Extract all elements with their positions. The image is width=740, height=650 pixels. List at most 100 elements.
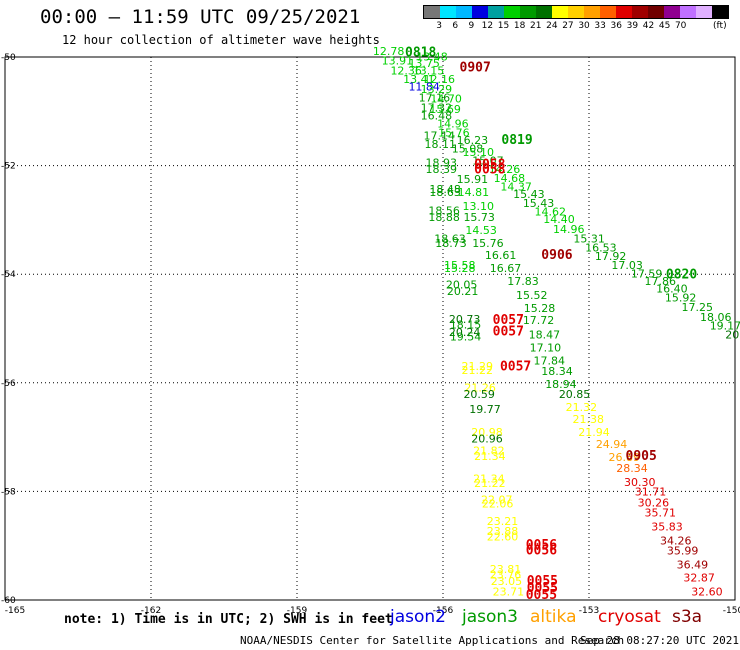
swh-value: 13.91 — [382, 55, 414, 68]
scale-label: 12 — [481, 21, 494, 31]
swh-value: 26.89 — [608, 451, 640, 464]
swh-value: 16.67 — [490, 262, 521, 275]
lat-lon-grid — [4, 56, 736, 601]
scale-swatch — [552, 6, 568, 18]
lat-tick-label: -50 — [1, 53, 16, 63]
swh-value: 18.06 — [700, 311, 732, 324]
pass-time: 0057 — [493, 325, 524, 340]
swh-value: 14.68 — [494, 172, 526, 185]
scale-swatch — [616, 6, 632, 18]
latitude-tick-labels: -50 -52 -54 -56 -58 -60 — [1, 53, 16, 606]
swh-value: 21.34 — [473, 473, 505, 486]
scale-swatch — [664, 6, 680, 18]
lon-tick-label: -165 — [5, 606, 25, 616]
swh-value: 30.30 — [624, 476, 656, 489]
swh-value: 15.07 — [472, 155, 504, 168]
swh-value: 16.48 — [421, 109, 453, 122]
footnote: note: 1) Time is in UTC; 2) SWH is in fe… — [64, 612, 393, 627]
pass-time: 0819 — [501, 133, 532, 148]
swh-value: 13.48 — [416, 50, 448, 63]
swh-value: 35.83 — [651, 520, 683, 533]
pass-time: 0058 — [474, 163, 505, 178]
swh-value: 17.10 — [530, 341, 562, 354]
swh-value: 15.31 — [573, 233, 605, 246]
swh-value: 14.40 — [543, 213, 575, 226]
swh-value: 15.69 — [429, 103, 461, 116]
swh-value: 20.38 — [725, 328, 740, 341]
swh-value: 16.40 — [656, 283, 688, 296]
swh-value: 15.58 — [444, 259, 476, 272]
swh-value: 24.94 — [596, 438, 628, 451]
swh-value: 34.26 — [660, 535, 692, 548]
swh-value: 32.60 — [691, 586, 723, 599]
swh-value: 21.26 — [464, 381, 496, 394]
color-scale-swatches — [423, 5, 729, 19]
swh-value: 18.88 — [428, 211, 460, 224]
swh-value: 22.60 — [487, 530, 519, 543]
swh-value: 21.82 — [473, 444, 505, 457]
scale-swatch — [504, 6, 520, 18]
swh-value: 21.22 — [461, 364, 493, 377]
swh-value: 20.85 — [559, 388, 591, 401]
swh-value: 13.15 — [413, 64, 445, 77]
swh-value: 18.93 — [425, 157, 457, 170]
swh-value: 31.71 — [635, 486, 667, 499]
scale-swatch — [424, 6, 440, 18]
swh-value: 20.73 — [449, 313, 481, 326]
swh-value: 23.21 — [487, 515, 519, 528]
scale-swatch — [488, 6, 504, 18]
scale-swatch — [712, 6, 728, 18]
pass-time: 0055 — [526, 588, 557, 603]
legend-cryosat: cryosat — [598, 607, 661, 627]
scale-swatch — [536, 6, 552, 18]
swh-value: 18.15 — [450, 319, 482, 332]
swh-value: 17.25 — [681, 301, 713, 314]
swh-value: 15.91 — [457, 173, 489, 186]
swh-value: 17.16 — [419, 92, 451, 105]
swh-value: 30.26 — [638, 497, 670, 510]
swh-value: 18.63 — [434, 233, 466, 246]
legend-altika: altika — [530, 607, 577, 627]
lat-tick-label: -58 — [1, 487, 16, 497]
swh-value: 17.03 — [611, 259, 643, 272]
swh-value: 23.81 — [490, 563, 521, 576]
lon-tick-label: -153 — [579, 606, 599, 616]
scale-label: 15 — [497, 21, 510, 31]
scale-label: (ft) — [713, 21, 727, 31]
swh-value-labels: 12.78 13.4813.9113.7512.3613.1513.4112.16… — [373, 45, 740, 599]
scale-label: 42 — [642, 21, 655, 31]
pass-time: 0818 — [405, 45, 436, 60]
swh-value: 16.61 — [485, 249, 517, 262]
scale-swatch — [520, 6, 536, 18]
swh-value: 14.96 — [437, 118, 469, 131]
swh-value: 35.71 — [644, 506, 676, 519]
swh-value: 15.43 — [513, 188, 545, 201]
swh-value: 35.99 — [667, 544, 699, 557]
scale-swatch — [472, 6, 488, 18]
scale-label: 45 — [658, 21, 671, 31]
swh-value: 21.94 — [578, 426, 610, 439]
legend-s3a: s3a — [672, 607, 703, 627]
swh-value: 36.49 — [677, 559, 709, 572]
swh-value: 17.86 — [644, 275, 676, 288]
swh-value: 17.83 — [507, 275, 539, 288]
pass-time: 0057 — [500, 359, 531, 374]
legend-jason3: jason3 — [462, 607, 518, 627]
swh-value: 15.10 — [462, 146, 494, 159]
swh-value: 15.76 — [438, 126, 470, 139]
swh-value: 14.70 — [430, 93, 462, 106]
swh-value: 18.11 — [425, 138, 457, 151]
pass-time: 0905 — [626, 449, 657, 464]
swh-value: 23.71 — [493, 586, 525, 599]
swh-value: 15.08 — [452, 143, 484, 156]
longitude-tick-labels: -165 -162 -159 -156 -153 -150 — [5, 606, 740, 616]
swh-value: 12.78 — [373, 45, 405, 58]
lat-tick-label: -60 — [1, 596, 16, 606]
scale-label: 33 — [594, 21, 606, 31]
pass-time: 0055 — [527, 574, 558, 589]
swh-value: 13.75 — [408, 57, 440, 70]
swh-value: 19.17 — [710, 320, 740, 333]
swh-value: 17.32 — [421, 101, 453, 114]
scale-label: 30 — [578, 21, 590, 31]
swh-value: 12.16 — [424, 73, 456, 86]
